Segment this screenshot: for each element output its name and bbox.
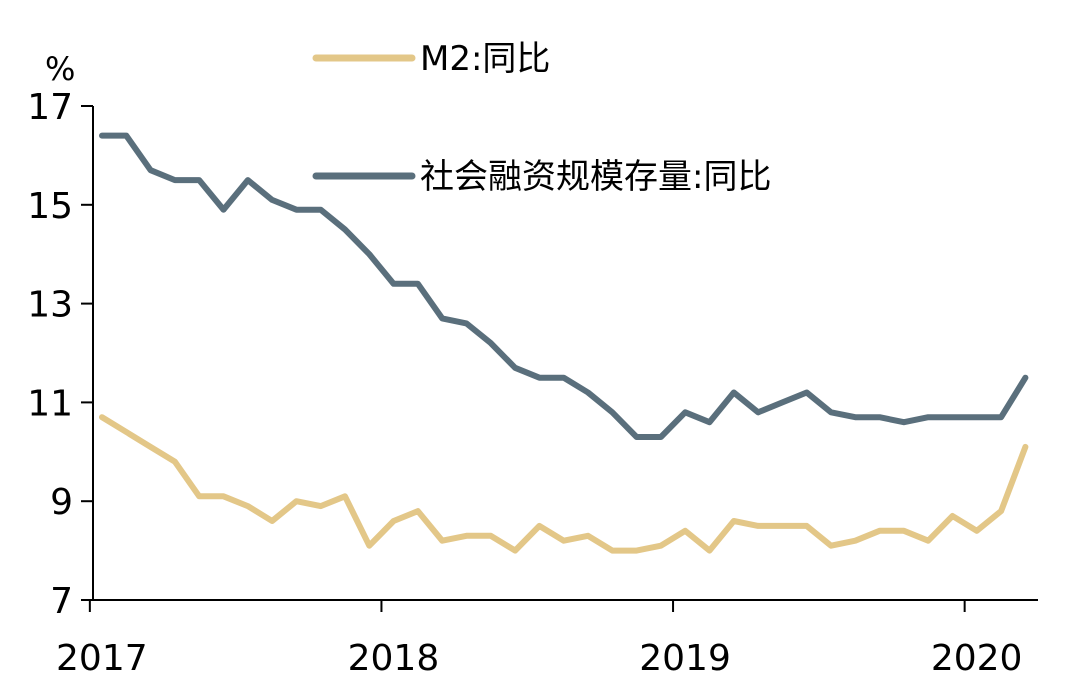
x-tick-label: 2020 [931, 638, 1023, 679]
axes [81, 105, 1038, 612]
y-tick-label: 11 [27, 383, 73, 424]
legend-label-social-financing: 社会融资规模存量:同比 [420, 157, 771, 197]
y-tick-label: 15 [27, 186, 73, 227]
x-tick-label: 2019 [639, 638, 731, 679]
y-tick-labels: 7 9 11 13 15 17 [27, 87, 73, 622]
x-tick-labels: 2017 2018 2019 2020 [56, 638, 1022, 679]
series-lines [99, 132, 1029, 554]
legend-label-m2: M2:同比 [420, 39, 550, 79]
y-tick-label: 9 [50, 482, 73, 523]
y-tick-label: 13 [27, 285, 73, 326]
legend: M2:同比 社会融资规模存量:同比 [312, 39, 771, 197]
series-line-social-financing [99, 132, 1029, 440]
series-line-m2 [99, 414, 1029, 554]
x-tick-label: 2018 [348, 638, 440, 679]
y-tick-label: 7 [50, 581, 73, 622]
x-tick-label: 2017 [56, 638, 148, 679]
y-axis-unit-label: % [45, 50, 75, 88]
y-tick-label: 17 [27, 87, 73, 128]
